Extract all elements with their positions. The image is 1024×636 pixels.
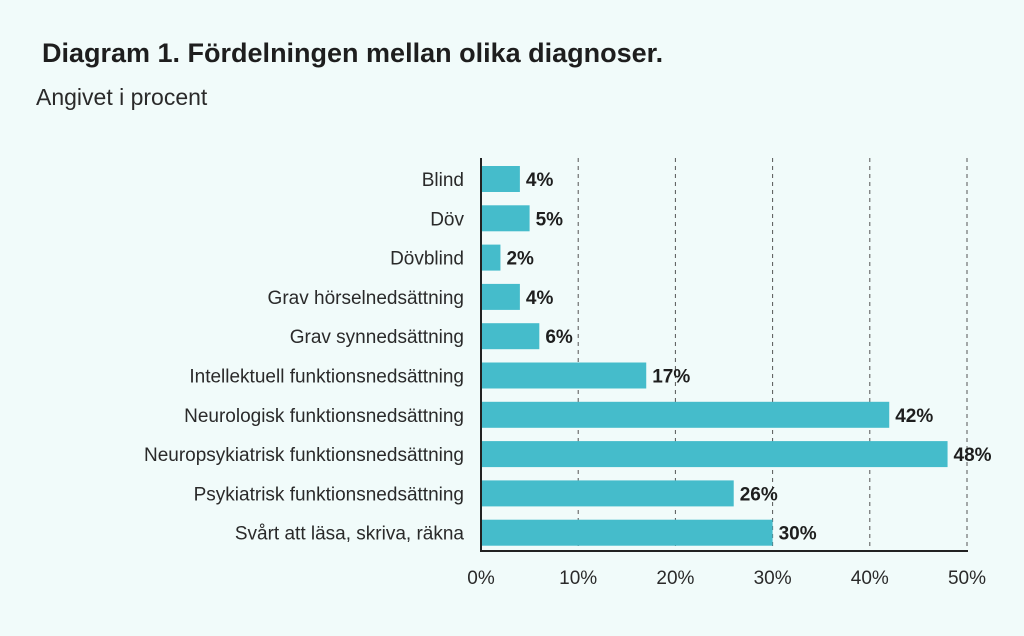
x-tick-label: 10% <box>559 568 597 589</box>
category-label: Grav hörselnedsättning <box>268 288 464 309</box>
value-label: 4% <box>526 170 554 191</box>
category-label: Neuropsykiatrisk funktionsnedsättning <box>144 445 464 466</box>
bar <box>481 323 540 350</box>
category-label: Psykiatrisk funktionsnedsättning <box>194 484 464 505</box>
value-label: 4% <box>526 288 554 309</box>
value-label: 17% <box>652 367 690 388</box>
value-label: 30% <box>779 524 817 545</box>
bar <box>481 441 948 468</box>
bar <box>481 283 520 310</box>
bar <box>481 401 890 428</box>
value-label: 5% <box>536 209 564 230</box>
chart-title: Diagram 1. Fördelningen mellan olika dia… <box>42 38 664 68</box>
x-tick-label: 20% <box>656 568 694 589</box>
bar <box>481 519 773 546</box>
category-label: Grav synnedsättning <box>290 327 464 348</box>
x-tick-label: 0% <box>467 568 495 589</box>
x-tick-label: 40% <box>851 568 889 589</box>
value-label: 6% <box>545 327 573 348</box>
category-label: Döv <box>430 209 464 230</box>
chart-subtitle: Angivet i procent <box>36 84 208 110</box>
category-label: Svårt att läsa, skriva, räkna <box>235 524 465 545</box>
value-label: 2% <box>506 249 534 270</box>
category-label: Intellektuell funktionsnedsättning <box>189 367 464 388</box>
category-label: Blind <box>422 170 464 191</box>
bar <box>481 166 520 192</box>
value-label: 48% <box>954 445 992 466</box>
x-tick-label: 50% <box>948 568 986 589</box>
value-label: 42% <box>895 406 933 427</box>
category-label: Dövblind <box>390 249 464 270</box>
bar <box>481 205 530 232</box>
bar <box>481 480 734 507</box>
x-tick-label: 30% <box>754 568 792 589</box>
bar <box>481 362 647 389</box>
bar <box>481 244 501 271</box>
value-label: 26% <box>740 484 778 505</box>
category-label: Neurologisk funktionsnedsättning <box>184 406 464 427</box>
